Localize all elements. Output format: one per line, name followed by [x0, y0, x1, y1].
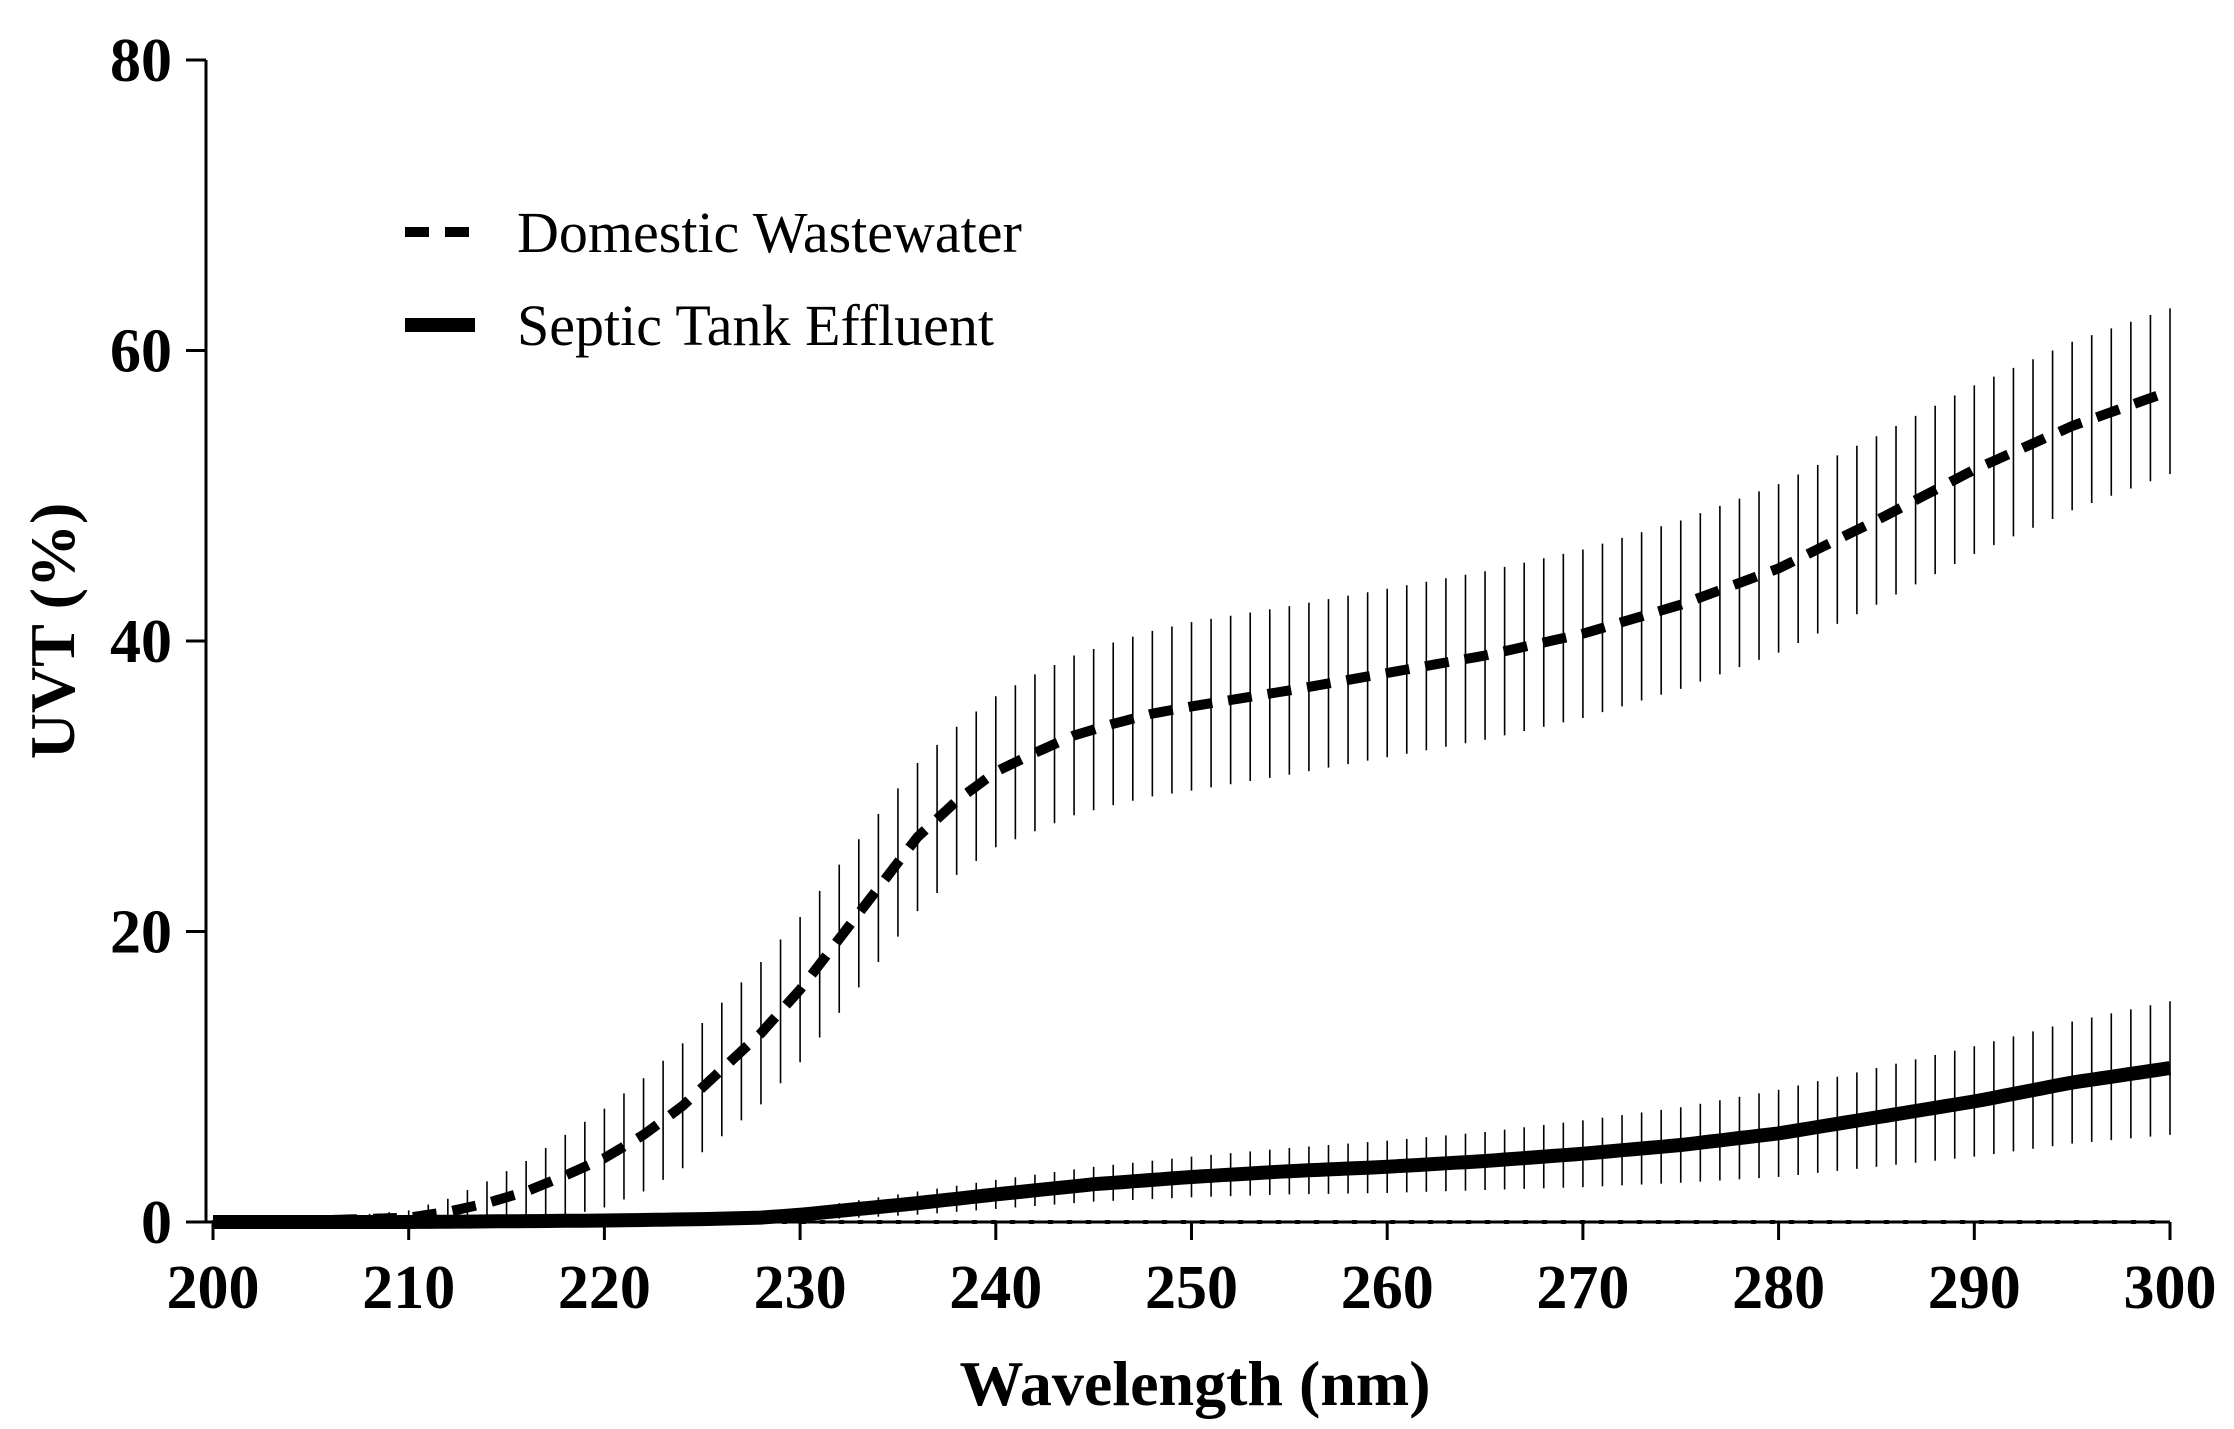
legend-label-septic-tank-effluent: Septic Tank Effluent	[517, 293, 994, 358]
x-tick-label-270: 270	[1536, 1254, 1629, 1322]
x-tick-label-260: 260	[1341, 1254, 1434, 1322]
x-tick-label-250: 250	[1145, 1254, 1238, 1322]
y-tick-label-80: 80	[110, 27, 172, 95]
y-axis-title: UVT (%)	[17, 503, 88, 760]
series-line-domestic-wastewater	[212, 386, 2172, 1227]
x-tick-label-200: 200	[167, 1254, 260, 1322]
error-bars	[270, 308, 2171, 1222]
y-tick-label-40: 40	[110, 608, 172, 676]
legend: Domestic Wastewater Septic Tank Effluent	[405, 200, 1022, 358]
x-tick-label-240: 240	[949, 1254, 1042, 1322]
x-tick-label-300: 300	[2124, 1254, 2217, 1322]
x-tick-label-210: 210	[362, 1254, 455, 1322]
x-tick-label-220: 220	[558, 1254, 651, 1322]
y-tick-label-20: 20	[110, 899, 172, 967]
legend-label-domestic-wastewater: Domestic Wastewater	[517, 200, 1022, 265]
y-tick-label-60: 60	[110, 318, 172, 386]
x-axis-title: Wavelength (nm)	[959, 1348, 1430, 1419]
tick-labels: 0 20 40 60 80 200 210 220 230 240 250 260 270 280 290 3…	[110, 27, 2217, 1322]
x-tick-label-290: 290	[1928, 1254, 2021, 1322]
axes	[186, 58, 2172, 1240]
x-tick-label-280: 280	[1732, 1254, 1825, 1322]
y-tick-label-0: 0	[141, 1189, 172, 1257]
x-tick-label-230: 230	[754, 1254, 847, 1322]
